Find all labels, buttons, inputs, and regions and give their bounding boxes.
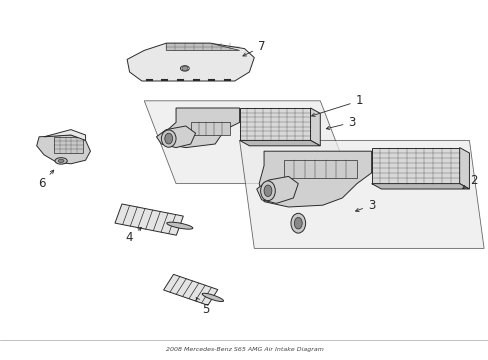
Text: 3: 3 [355, 199, 375, 212]
Polygon shape [310, 108, 320, 146]
Polygon shape [283, 160, 356, 178]
Text: 3: 3 [325, 116, 355, 130]
Polygon shape [54, 137, 83, 153]
Ellipse shape [290, 213, 305, 233]
Polygon shape [156, 126, 195, 148]
Ellipse shape [58, 159, 64, 163]
Polygon shape [163, 274, 217, 305]
Polygon shape [37, 135, 90, 164]
Ellipse shape [180, 66, 189, 71]
Circle shape [182, 66, 187, 71]
Polygon shape [459, 148, 468, 189]
Text: 7: 7 [243, 40, 265, 56]
Polygon shape [144, 101, 351, 184]
Ellipse shape [55, 158, 67, 164]
Polygon shape [44, 130, 85, 140]
Polygon shape [166, 43, 239, 50]
Ellipse shape [264, 185, 271, 197]
Ellipse shape [161, 130, 176, 147]
Text: 6: 6 [38, 170, 54, 190]
Polygon shape [239, 140, 320, 146]
Polygon shape [256, 176, 298, 203]
Polygon shape [259, 151, 371, 207]
Text: 4: 4 [125, 228, 141, 244]
Text: 1: 1 [311, 94, 363, 117]
Polygon shape [239, 108, 310, 140]
Ellipse shape [202, 293, 223, 302]
Ellipse shape [294, 217, 302, 229]
Polygon shape [127, 43, 254, 81]
Polygon shape [371, 148, 459, 184]
Polygon shape [371, 184, 468, 189]
Ellipse shape [260, 181, 275, 201]
Polygon shape [163, 108, 239, 148]
Text: 5: 5 [196, 298, 209, 316]
Polygon shape [115, 204, 183, 235]
Polygon shape [239, 140, 483, 248]
Text: 2: 2 [462, 174, 477, 189]
Polygon shape [190, 122, 229, 135]
Ellipse shape [164, 133, 172, 144]
Ellipse shape [166, 222, 192, 229]
Text: 2008 Mercedes-Benz S65 AMG Air Intake Diagram: 2008 Mercedes-Benz S65 AMG Air Intake Di… [165, 347, 323, 352]
